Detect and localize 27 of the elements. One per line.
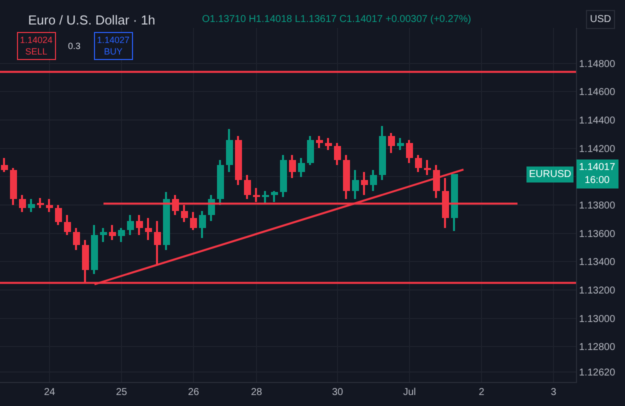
x-tick-label: 3 (550, 387, 557, 398)
annotation: 1.14024 SELL (20, 35, 53, 57)
y-tick-label: 1.13000 (579, 314, 616, 325)
y-tick-label: 1.13800 (579, 200, 616, 212)
x-tick-label: 26 (188, 387, 200, 398)
y-tick-label: 1.14600 (579, 87, 616, 98)
text: USD (590, 14, 612, 25)
y-tick-label: 1.14800 (579, 58, 616, 70)
y-tick-label: 1.14400 (579, 116, 616, 127)
x-tick-label: 24 (44, 387, 56, 398)
x-tick-label: 30 (332, 387, 344, 398)
annotation: EURUSD (529, 169, 572, 180)
x-tick-label: 25 (116, 387, 128, 398)
annotation: 0.3 (68, 41, 81, 51)
y-tick-label: 1.13600 (579, 228, 616, 240)
x-tick-label: Jul (403, 387, 416, 398)
annotation: 1.14027 BUY (97, 35, 130, 57)
text: O1.13710 H1.14018 L1.13617 C1.14017 +0.00307 (+0.27%) (202, 14, 472, 25)
y-tick-label: 1.13200 (579, 285, 616, 296)
chart-title: Euro / U.S. Dollar · 1h (28, 12, 156, 28)
y-tick-label: 1.12620 (579, 368, 616, 379)
y-tick-label: 1.12800 (579, 342, 616, 354)
y-tick-label: 1.14200 (579, 144, 616, 155)
x-tick-label: 28 (250, 387, 262, 398)
annotation: 1.14017 16:00 (579, 162, 616, 186)
x-tick-label: 2 (478, 387, 485, 398)
y-tick-label: 1.13400 (579, 257, 616, 268)
